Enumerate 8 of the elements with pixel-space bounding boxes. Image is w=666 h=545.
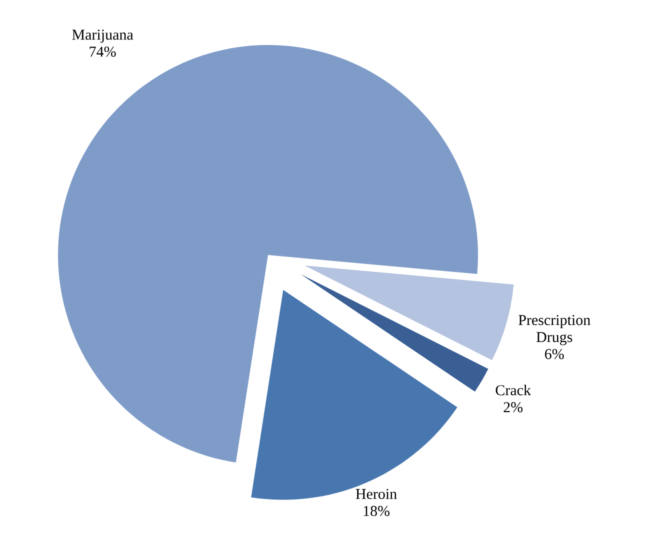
slice-label: Prescription Drugs: [518, 315, 590, 346]
slice-label: Crack: [496, 384, 531, 396]
slice-label: Marijuana: [72, 30, 134, 43]
slice-label: Heroin: [356, 488, 397, 500]
data-label: 74%: [90, 46, 116, 57]
data-label: 6%: [545, 349, 564, 360]
data-label: 2%: [504, 402, 523, 412]
data-label: 18%: [364, 506, 390, 516]
